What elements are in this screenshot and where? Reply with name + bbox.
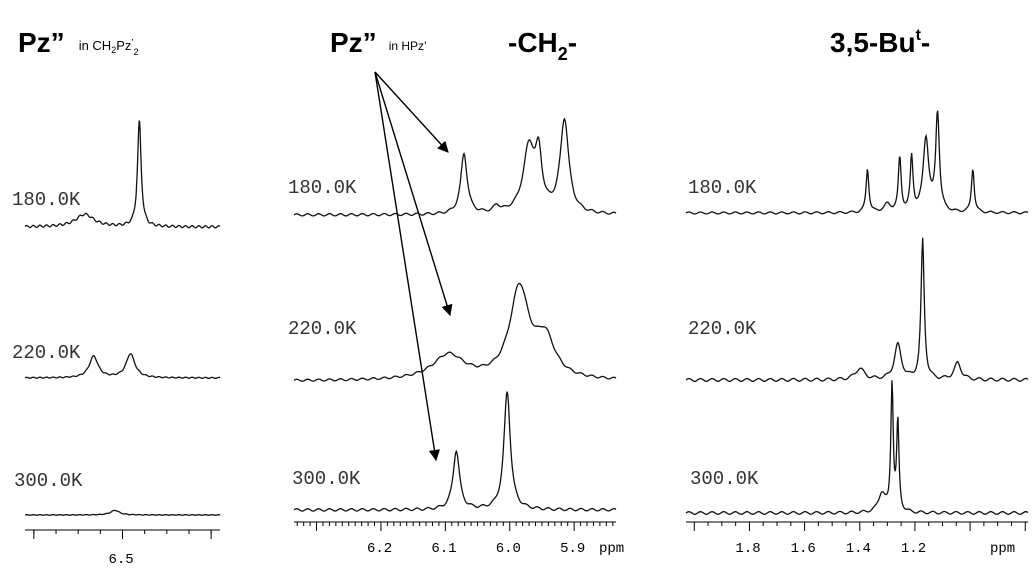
spectrum-trace-300-0k (24, 509, 221, 516)
temp-label-220k: 220.0K (688, 318, 757, 340)
temp-label-180k: 180.0K (688, 177, 757, 199)
x-axis-unit-label: ppm (599, 541, 624, 557)
x-tick-label: 1.4 (846, 541, 871, 557)
panel1-title: Pz” in CH2Pz’2 (18, 27, 139, 58)
assignment-arrows (374, 71, 453, 462)
panel3-title: 3,5-But- (830, 27, 930, 58)
ch2-label: -CH2- (508, 27, 577, 64)
spectrum-trace-220-0k (24, 353, 221, 379)
spectrum-trace-180-0k (293, 117, 617, 217)
temp-label-180k: 180.0K (12, 189, 81, 211)
x-tick-label: 6.5 (109, 552, 134, 568)
spectrum-trace-300-0k (685, 380, 1029, 515)
temp-label-180k: 180.0K (288, 177, 357, 199)
x-tick-label: 1.8 (735, 541, 760, 557)
x-tick-label: 1.6 (791, 541, 816, 557)
arrow-to-300k (374, 71, 440, 462)
temp-label-300k: 300.0K (292, 468, 361, 490)
spectrum-trace-300-0k (293, 391, 617, 512)
panel-pz-ch2pz2: 180.0K 220.0K 300.0K 6.5 (12, 120, 221, 568)
spectrum-trace-180-0k (685, 110, 1029, 215)
x-tick-label: 5.9 (560, 541, 585, 557)
temp-label-300k: 300.0K (690, 468, 759, 490)
temp-label-220k: 220.0K (288, 318, 357, 340)
spectrum-trace-220-0k (293, 282, 617, 382)
arrow-to-220k (374, 71, 453, 317)
spectrum-trace-220-0k (685, 237, 1029, 383)
panel-but: 180.0K 220.0K 300.0K 1.8 1.6 1.4 1.2 ppm (685, 110, 1029, 557)
panel-pz-hpz-ch2: 180.0K 220.0K 300.0K 6.2 6.1 6.0 5.9 ppm (288, 117, 624, 557)
temp-label-220k: 220.0K (12, 342, 81, 364)
temp-label-300k: 300.0K (14, 470, 83, 492)
x-tick-label: 6.1 (431, 541, 456, 557)
x-tick-label: 6.0 (496, 541, 521, 557)
arrow-to-180k (374, 71, 449, 153)
spectrum-trace-180-0k (24, 120, 221, 229)
x-tick-label: 1.2 (901, 541, 926, 557)
panel2-title: Pz” in HPz’ (330, 27, 427, 58)
x-axis-unit-label: ppm (990, 541, 1015, 557)
x-tick-label: 6.2 (367, 541, 392, 557)
